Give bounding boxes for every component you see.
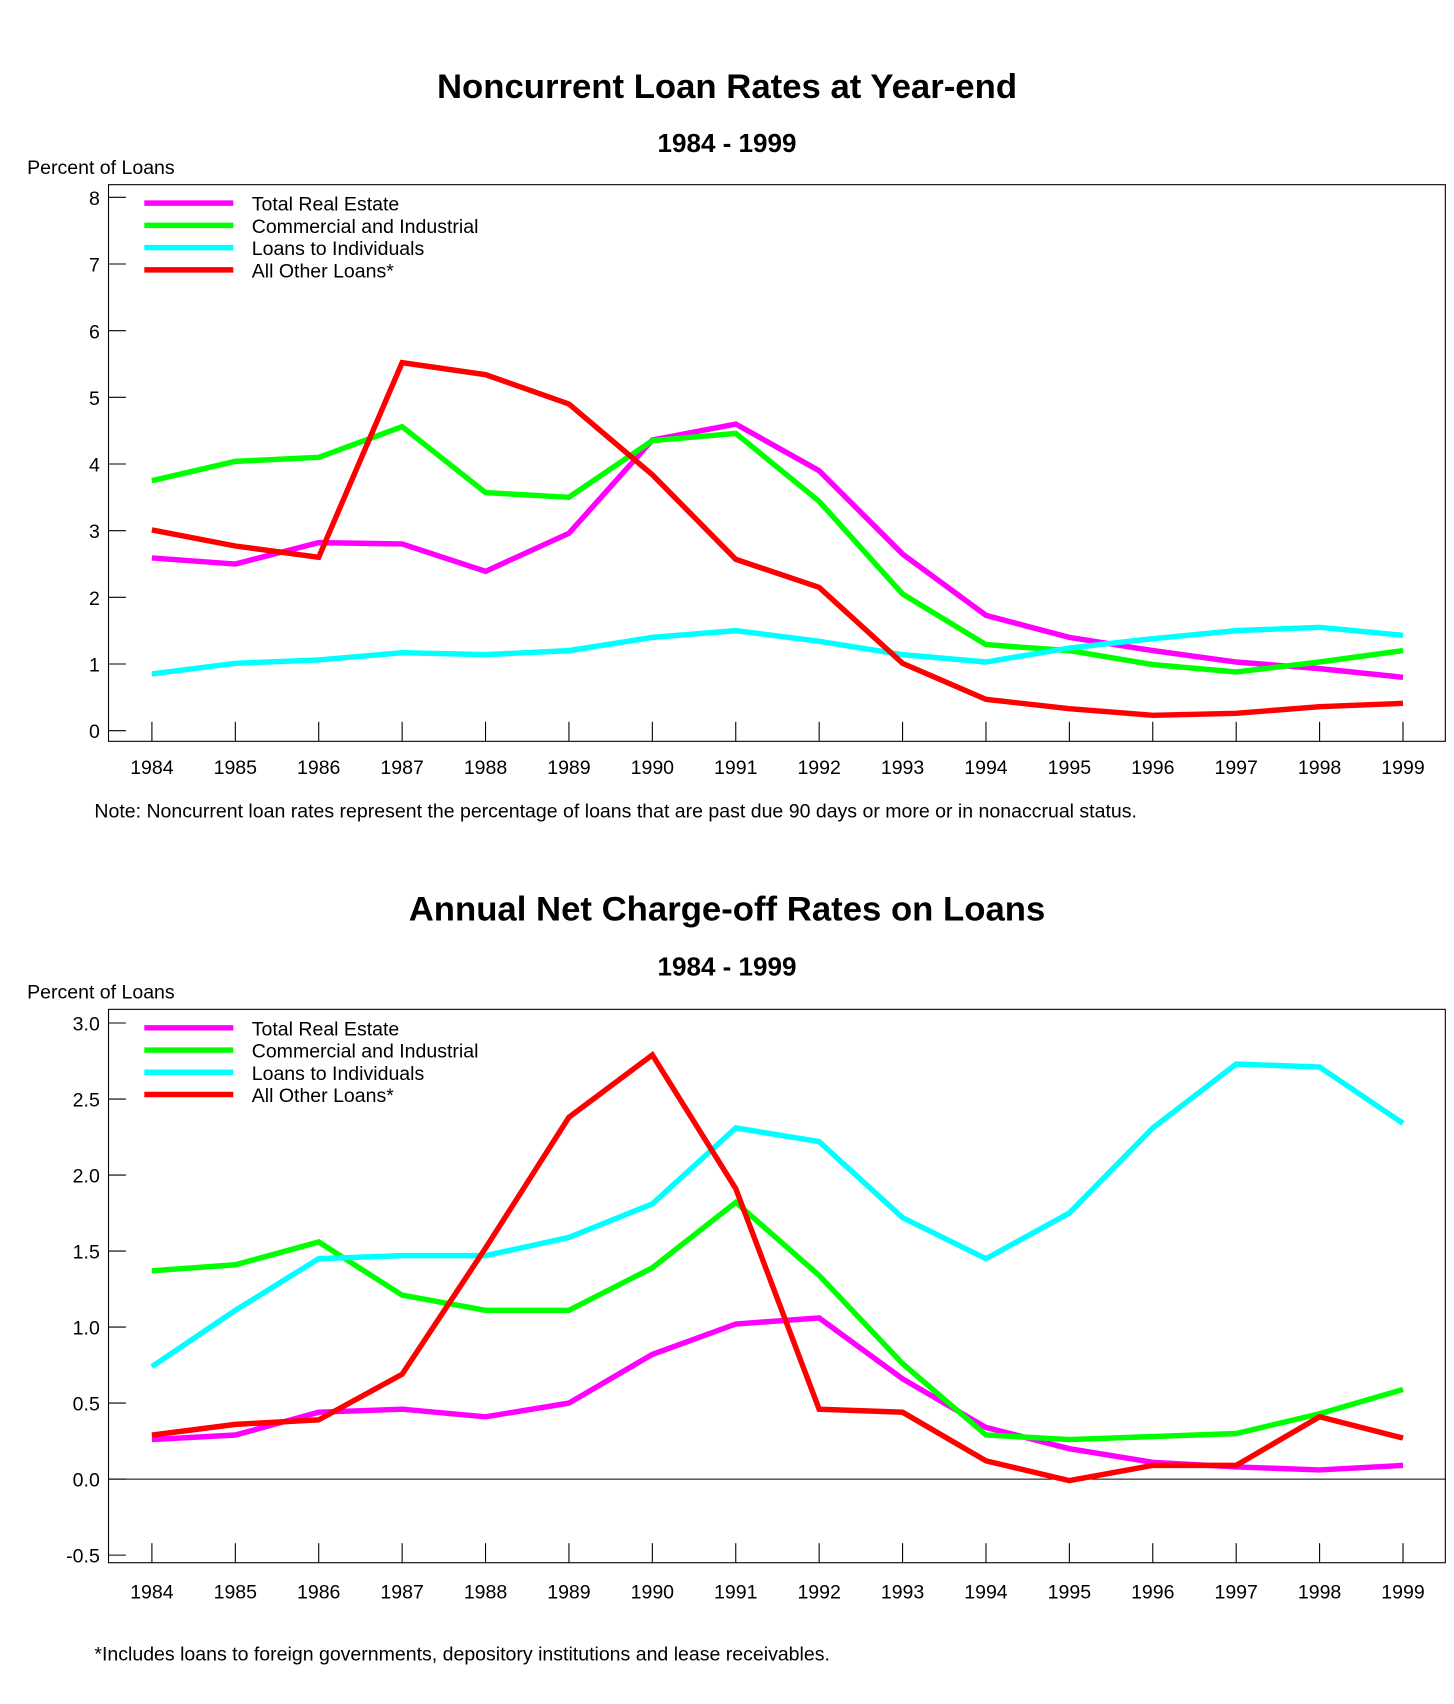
y-tick-label: 7 (89, 255, 100, 277)
chart-2: Annual Net Charge-off Rates on Loans 1984… (27, 890, 1446, 1665)
x-tick-label: 1994 (964, 1582, 1008, 1604)
series-line-oth (151, 1050, 1404, 1484)
series-line-ind (150, 1061, 1405, 1369)
legend-label-tre: Total Real Estate (252, 1018, 400, 1040)
x-tick-label: 1988 (464, 757, 507, 779)
y-axis-label: Percent of Loans (27, 981, 175, 1003)
chart-title: Noncurrent Loan Rates at Year-end (437, 68, 1017, 106)
x-tick-label: 1996 (1131, 757, 1174, 779)
y-tick-label: 3.0 (73, 1014, 100, 1036)
x-tick-label: 1990 (631, 757, 675, 779)
x-tick-label: 1985 (214, 757, 258, 779)
x-tick-label: 1993 (881, 1582, 924, 1604)
legend-label-oth: All Other Loans* (252, 260, 395, 282)
y-tick-label: 2.5 (73, 1090, 100, 1112)
x-tick-label: 1991 (714, 757, 757, 779)
x-tick-label: 1984 (130, 1582, 174, 1604)
y-tick-label: 6 (89, 321, 100, 343)
legend-label-ci: Commercial and Industrial (252, 216, 479, 238)
legend-label-oth: All Other Loans* (252, 1085, 395, 1107)
x-tick-label: 1997 (1214, 1582, 1257, 1604)
x-tick-label: 1992 (797, 1582, 840, 1604)
chart-subtitle: 1984 - 1999 (658, 952, 797, 982)
chart-note: Note: Noncurrent loan rates represent th… (94, 800, 1137, 822)
x-tick-label: 1992 (797, 757, 840, 779)
x-tick-label: 1999 (1381, 1582, 1424, 1604)
series-line-ci (151, 423, 1404, 675)
x-tick-label: 1989 (547, 1582, 590, 1604)
plot-frame (107, 184, 1446, 742)
y-tick-label: 0 (89, 721, 100, 743)
y-tick-label: 3 (89, 521, 100, 543)
series-line-ind (151, 624, 1404, 677)
y-tick-label: 2 (89, 588, 100, 610)
x-tick-label: 1997 (1214, 757, 1257, 779)
y-tick-label: 0.0 (73, 1470, 100, 1492)
x-tick-label: 1986 (297, 1582, 340, 1604)
x-tick-label: 1987 (380, 757, 423, 779)
chart-subtitle: 1984 - 1999 (658, 128, 797, 158)
x-tick-label: 1998 (1298, 1582, 1341, 1604)
series-line-tre (151, 1315, 1404, 1473)
y-tick-label: 0.5 (73, 1394, 100, 1416)
y-tick-label: 4 (89, 455, 100, 477)
series-line-tre (151, 421, 1404, 681)
x-tick-label: 1996 (1131, 1582, 1174, 1604)
y-tick-label: 2.0 (73, 1166, 100, 1188)
x-tick-label: 1987 (380, 1582, 423, 1604)
legend-label-ci: Commercial and Industrial (252, 1041, 479, 1063)
y-axis-label: Percent of Loans (27, 157, 175, 179)
x-tick-label: 1998 (1298, 757, 1341, 779)
legend-label-tre: Total Real Estate (252, 194, 400, 216)
x-tick-label: 1986 (297, 757, 340, 779)
x-tick-label: 1999 (1381, 757, 1424, 779)
y-tick-label: 8 (89, 188, 100, 210)
x-tick-label: 1993 (881, 757, 924, 779)
x-tick-label: 1988 (464, 1582, 507, 1604)
y-tick-label: 1.0 (73, 1318, 100, 1340)
x-tick-label: 1994 (964, 757, 1008, 779)
x-tick-label: 1990 (631, 1582, 675, 1604)
legend-label-ind: Loans to Individuals (252, 238, 425, 260)
legend-label-ind: Loans to Individuals (252, 1063, 425, 1085)
x-tick-label: 1985 (214, 1582, 258, 1604)
x-tick-label: 1991 (714, 1582, 757, 1604)
x-tick-label: 1984 (130, 757, 174, 779)
x-tick-label: 1995 (1048, 757, 1092, 779)
y-tick-label: -0.5 (66, 1546, 100, 1568)
series-line-oth (151, 359, 1404, 718)
series-line-ci (151, 1198, 1404, 1443)
chart-1: Noncurrent Loan Rates at Year-end 1984 - … (27, 68, 1446, 822)
y-tick-label: 1.5 (73, 1242, 100, 1264)
y-tick-label: 5 (89, 388, 100, 410)
x-tick-label: 1989 (547, 757, 590, 779)
plot-frame (107, 1008, 1446, 1564)
y-tick-label: 1 (89, 655, 100, 677)
chart-note: *Includes loans to foreign governments, … (94, 1643, 830, 1665)
x-tick-label: 1995 (1048, 1582, 1092, 1604)
chart-title: Annual Net Charge-off Rates on Loans (409, 890, 1046, 928)
